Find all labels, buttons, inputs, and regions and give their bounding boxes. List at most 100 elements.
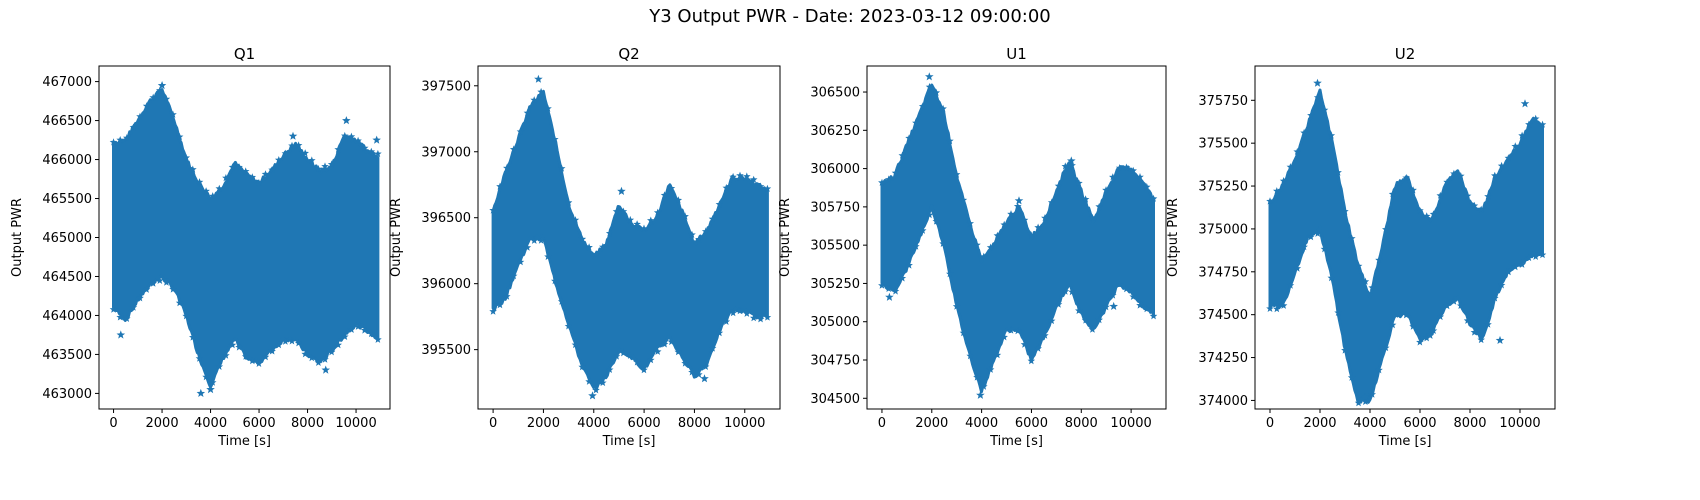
scatter-point	[1149, 312, 1158, 320]
scatter-point	[1470, 328, 1479, 336]
scatter-point	[182, 153, 190, 161]
scatter-point	[1375, 256, 1383, 264]
scatter-point	[202, 373, 210, 381]
scatter-point	[1313, 93, 1322, 101]
subplot-u1: 0 2000 4000 6000 8000 10000 304500 304750 305000…	[778, 45, 1167, 449]
scatter-point	[966, 352, 974, 360]
scatter-point	[341, 332, 349, 340]
scatter-point	[215, 184, 224, 192]
scatter-point	[605, 365, 614, 373]
scatter-point	[1054, 182, 1063, 190]
x-tick-label: 8000	[678, 416, 711, 431]
scatter-point	[175, 299, 184, 307]
scatter-point	[1388, 321, 1397, 329]
scatter-point	[729, 309, 737, 317]
scatter-point	[182, 312, 190, 320]
scatter-point	[1013, 327, 1022, 335]
scatter-point	[1511, 263, 1520, 271]
scatter-point	[109, 305, 118, 313]
y-tick-label: 375500	[1198, 137, 1248, 152]
scatter-point	[1068, 161, 1076, 169]
scatter-point	[1149, 194, 1158, 202]
scatter-point	[905, 134, 913, 142]
scatter-point	[1088, 325, 1097, 333]
scatter-point	[1456, 301, 1465, 309]
scatter-point	[1115, 164, 1124, 172]
scatter-point	[534, 74, 543, 83]
x-tick-label: 0	[489, 416, 497, 431]
scatter-point	[959, 329, 968, 337]
x-tick-label: 4000	[577, 416, 610, 431]
scatter-point	[918, 226, 927, 234]
scatter-point	[314, 165, 323, 173]
scatter-point	[640, 366, 648, 374]
scatter-point	[599, 243, 607, 251]
axes-frame	[1254, 65, 1556, 410]
scatter-point	[206, 385, 215, 394]
scatter-point	[372, 135, 381, 144]
scatter-point	[301, 350, 309, 358]
scatter-point	[708, 214, 717, 223]
scatter-point	[156, 276, 164, 284]
scatter-point	[912, 242, 920, 250]
scatter-point	[255, 178, 263, 187]
y-tick-label: 396000	[421, 277, 471, 292]
scatter-point	[1095, 315, 1103, 324]
scatter-point	[327, 348, 336, 356]
scatter-point	[1027, 357, 1036, 365]
scatter-point	[196, 388, 206, 397]
scatter-point	[1429, 326, 1438, 334]
x-tick-label: 2000	[527, 416, 560, 431]
scatter-point	[1402, 311, 1411, 319]
scatter-point	[1293, 147, 1302, 155]
scatter-point	[952, 302, 961, 310]
scatter-point	[1115, 280, 1124, 288]
x-axis-label: Time [s]	[217, 434, 271, 449]
y-tick-label: 305250	[810, 277, 860, 292]
scatter-point	[169, 285, 177, 293]
scatter-point	[268, 347, 276, 355]
scatter-point	[261, 353, 270, 361]
x-tick-label: 4000	[1353, 416, 1386, 431]
scatter-point	[1081, 195, 1090, 203]
y-tick-label: 374000	[1198, 394, 1248, 409]
scatter-point	[274, 341, 283, 349]
y-tick-label: 306000	[810, 162, 860, 177]
scatter-point	[255, 359, 263, 367]
scatter-point	[308, 353, 316, 362]
scatter-point	[1286, 163, 1295, 171]
scatter-point	[1491, 294, 1499, 302]
scatter-point	[281, 337, 290, 345]
y-tick-label: 304750	[810, 354, 860, 369]
scatter-point	[1122, 285, 1131, 293]
scatter-point	[1450, 169, 1458, 177]
subplot-u2: 0 2000 4000 6000 8000 10000 374000 374250 374500…	[1166, 45, 1556, 449]
y-tick-label: 466000	[42, 153, 92, 168]
axes-frame	[477, 65, 781, 410]
scatter-point	[1429, 210, 1438, 218]
scatter-point	[1313, 229, 1322, 237]
scatter-point	[1520, 99, 1530, 108]
scatter-point	[980, 382, 988, 390]
scatter-point	[149, 93, 157, 101]
scatter-point	[367, 147, 376, 155]
scatter-point	[1416, 338, 1424, 346]
y-tick-label: 464500	[42, 270, 92, 285]
scatter-point	[261, 170, 270, 178]
scatter-point	[925, 82, 934, 91]
subplot-q1: 0 2000 4000 6000 8000 10000 463000 463500 464000…	[10, 45, 391, 449]
scatter-point	[557, 164, 566, 172]
scatter-point	[585, 377, 593, 385]
scatter-point	[1307, 111, 1315, 119]
y-tick-label: 464000	[42, 309, 92, 324]
scatter-point	[248, 357, 257, 365]
scatter-point	[1450, 297, 1458, 305]
scatter-point	[640, 224, 648, 232]
scatter-point	[898, 274, 907, 282]
scatter-point	[1129, 292, 1137, 300]
scatter-point	[763, 184, 772, 192]
scatter-point	[142, 285, 151, 293]
scatter-point	[1436, 312, 1445, 321]
scatter-point	[1347, 373, 1356, 381]
scatter-point	[136, 294, 144, 302]
